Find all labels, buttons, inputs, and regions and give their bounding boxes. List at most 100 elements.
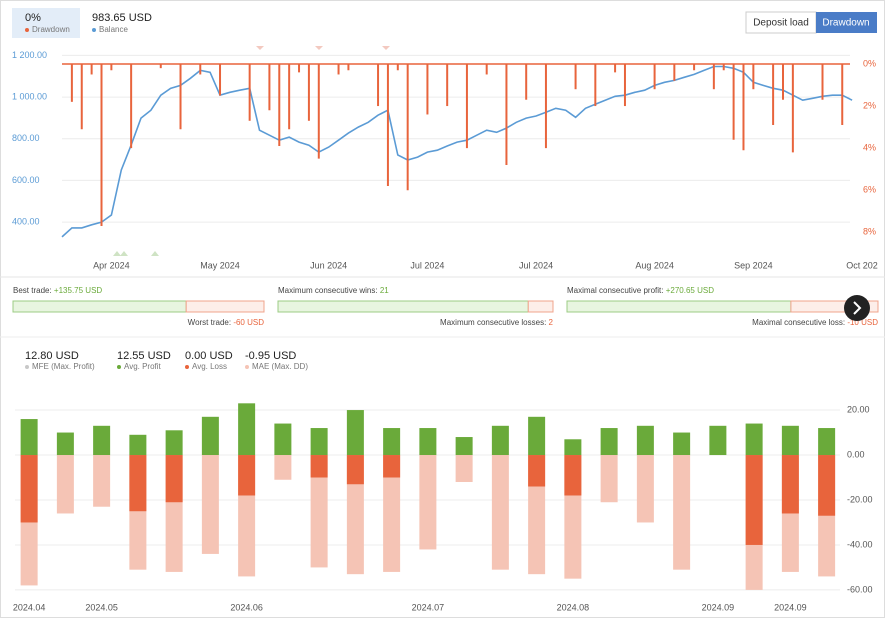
bar [310,455,328,568]
stat-label: Maximal consecutive profit: [567,286,663,295]
legend-label: MFE (Max. Profit) [32,362,95,371]
bar [346,455,364,485]
stat-value: +270.65 USD [666,286,714,295]
stat-label: Maximal consecutive loss: -10 USD [752,318,878,327]
y2-tick-label: 0% [863,58,876,68]
bar [238,455,256,496]
stat-label: Worst trade: -60 USD [188,318,265,327]
stat-value: +135.75 USD [54,286,102,295]
bar [310,428,328,456]
bar [346,410,364,456]
x-tick-label: May 2024 [200,260,240,270]
bar [745,423,763,456]
x-tick-label: 2024.05 [85,602,118,612]
stats: Best trade: +135.75 USD Worst trade: -60 … [12,286,879,327]
bar [310,455,328,478]
active-tab[interactable] [12,8,80,38]
progress-good [277,300,529,313]
x-tick-label: 2024.04 [13,602,46,612]
stat-label: Best trade: [13,286,52,295]
balance-line [61,65,853,238]
bar [93,455,111,507]
progress-good [566,300,792,313]
bar [165,430,183,456]
bar [129,455,147,512]
y-tick-label: -60.00 [847,584,873,594]
balance-value: 983.65 USD [92,12,152,24]
bar [419,428,437,456]
stat-label: Best trade: +135.75 USD [13,286,102,295]
bar [564,439,582,456]
bar [274,423,292,456]
stat-label: Maximum consecutive wins: 21 [278,286,389,295]
bar [383,428,401,456]
x-tick-label: 2024.09 [774,602,807,612]
legend-label: Avg. Loss [192,362,227,371]
y2-tick-label: 6% [863,185,876,195]
stat-value: -10 USD [847,318,878,327]
stat-value: 21 [380,286,389,295]
legend-label: Balance [99,25,128,34]
y-tick-label: -20.00 [847,494,873,504]
stat-value: 2 [549,318,554,327]
bar [636,425,654,456]
x-tick-label: 2024.08 [557,602,590,612]
y-tick-label: 600.00 [12,175,40,185]
markers [113,251,159,256]
bar [383,455,401,572]
legend-value: 0.00 USD [185,350,233,362]
bar [818,455,836,516]
legend-label: MAE (Max. DD) [252,362,308,371]
x-tick-label: Jul 2024 [410,260,444,270]
drawdown-value: 0% [25,12,41,24]
legend-value: 12.80 USD [25,350,79,362]
x-tick-label: Jun 2024 [310,260,347,270]
bar [528,455,546,487]
bar [129,434,147,456]
bar [491,455,509,570]
bar [600,428,618,456]
bar [238,403,256,456]
x-tick-label: 2024.06 [230,602,263,612]
legend-label: Avg. Profit [124,362,162,371]
bar [673,455,691,570]
legend-dot [245,365,249,369]
next-icon [853,301,862,315]
x-tick-label: Oct 202 [846,260,878,270]
button-label[interactable]: Drawdown [822,18,869,29]
bar [419,455,437,550]
y-tick-label: 800.00 [12,133,40,143]
x-tick-label: Sep 2024 [734,260,773,270]
bar [455,437,473,456]
bar [93,425,111,456]
next-button[interactable] [844,295,870,321]
legend-dot [117,365,121,369]
legend-dot [25,28,29,32]
bar [564,455,582,496]
progress-bad [790,300,879,313]
stat-label: Worst trade: [188,318,231,327]
bar [201,416,219,456]
y2-tick-label: 2% [863,100,876,110]
x-tick-label: Aug 2024 [635,260,674,270]
bar [383,455,401,478]
y-tick-label: 20.00 [847,404,870,414]
button-label[interactable]: Deposit load [753,18,809,29]
bar [636,455,654,523]
bar [20,455,38,523]
legend-dot [92,28,96,32]
x-tick-label: 2024.09 [702,602,735,612]
x-tick-label: Apr 2024 [93,260,130,270]
legend-dot [25,365,29,369]
legend-label: Drawdown [32,25,70,34]
legend-value: -0.95 USD [245,350,296,362]
stat-label: Maximum consecutive losses: 2 [440,318,554,327]
button-active[interactable] [816,12,877,33]
bar [56,455,74,514]
bar [528,416,546,456]
bar [491,425,509,456]
y-tick-label: 1 000.00 [12,91,47,101]
bar [201,455,219,554]
bar [600,455,618,503]
